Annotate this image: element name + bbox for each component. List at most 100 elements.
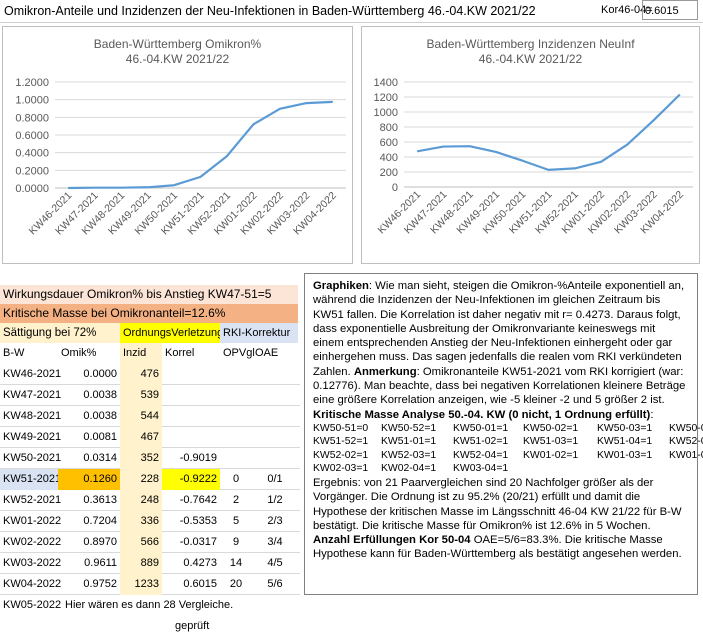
opvgl-cell[interactable] [220,427,252,448]
kw-cell[interactable]: KW49-2021 [0,427,58,448]
table-header-5[interactable]: OAE [252,343,298,364]
oae-cell[interactable] [252,406,298,427]
opvgl-cell[interactable]: 2 [220,490,252,511]
oae-cell[interactable] [252,427,298,448]
kw-cell[interactable]: KW47-2021 [0,385,58,406]
korrel-cell[interactable]: -0.7642 [162,490,220,511]
korrel-cell[interactable] [162,406,220,427]
kw-cell[interactable]: KW48-2021 [0,406,58,427]
omik-cell[interactable]: 0.0314 [58,448,120,469]
korrel-cell[interactable]: 0.4273 [162,553,220,574]
oae-cell[interactable]: 5/6 [252,574,298,595]
oae-cell[interactable] [252,385,298,406]
comment-textbox[interactable]: Graphiken: Wie man sieht, steigen die Om… [304,273,698,595]
kritische-masse-cell: Kritische Masse bei Omikronanteil=12.6% [0,304,298,323]
table-header-1[interactable]: Omik% [58,343,120,364]
table-header-3[interactable]: Korrel [162,343,220,364]
korrel-cell[interactable] [162,364,220,385]
kw-cell[interactable]: KW01-2022 [0,511,58,532]
korrel-cell[interactable] [162,427,220,448]
korrel-cell[interactable]: -0.5353 [162,511,220,532]
y-tick-label: 0.4000 [15,148,49,160]
inzid-cell[interactable]: 228 [120,469,162,490]
inzidenz-chart[interactable]: Baden-Württemberg Inzidenzen NeuInf 46.-… [361,26,700,264]
opvgl-cell[interactable]: 9 [220,532,252,553]
kw-pair: KW50-04=1 [669,422,703,436]
korrel-cell[interactable]: -0.0317 [162,532,220,553]
omik-cell[interactable]: 0.7204 [58,511,120,532]
kw-pair: KW50-01=1 [453,422,523,436]
opvgl-cell[interactable]: 5 [220,511,252,532]
kw-pair: KW50-52=1 [381,422,453,436]
oae-cell[interactable]: 1/2 [252,490,298,511]
opvgl-cell[interactable]: 14 [220,553,252,574]
opvgl-cell[interactable]: 0 [220,469,252,490]
inzid-cell[interactable]: 248 [120,490,162,511]
kw-cell[interactable]: KW52-2021 [0,490,58,511]
omik-cell[interactable]: 0.1260 [58,469,120,490]
kw-cell[interactable]: KW50-2021 [0,448,58,469]
kw-pair: KW52-03=1 [381,449,453,463]
opvgl-cell[interactable] [220,385,252,406]
table-geprueft-row: geprüft [0,616,300,637]
kw-cell[interactable]: KW04-2022 [0,574,58,595]
ergebnis-text: Ergebnis: von 21 Paarvergleichen sind 20… [313,476,689,533]
kw05-cell[interactable]: KW05-2022 [0,595,58,616]
graphiken-text: : Wie man sieht, steigen die Omikron-%An… [313,280,684,378]
inzid-cell[interactable]: 1233 [120,574,162,595]
series-line [417,95,680,170]
inzid-cell[interactable]: 352 [120,448,162,469]
opvgl-cell[interactable]: 20 [220,574,252,595]
inzid-cell[interactable]: 336 [120,511,162,532]
inzid-cell[interactable]: 566 [120,532,162,553]
inzid-cell[interactable]: 467 [120,427,162,448]
kritische-analyse-heading: Kritische Masse Analyse 50.-04. KW (0 ni… [313,409,650,421]
inzid-cell[interactable]: 539 [120,385,162,406]
omik-cell[interactable]: 0.0081 [58,427,120,448]
table-header-4[interactable]: OPVgl [220,343,252,364]
opvgl-cell[interactable] [220,364,252,385]
opvgl-cell[interactable] [220,406,252,427]
y-tick-label: 1.2000 [15,77,49,89]
korrel-cell[interactable]: 0.6015 [162,574,220,595]
omik-cell[interactable]: 0.0000 [58,364,120,385]
omik-cell[interactable]: 0.0038 [58,385,120,406]
table-header-2[interactable]: Inzid [120,343,162,364]
kw-cell[interactable]: KW03-2022 [0,553,58,574]
inzid-cell[interactable]: 889 [120,553,162,574]
korrel-cell[interactable]: -0.9222 [162,469,220,490]
kw-cell[interactable]: KW46-2021 [0,364,58,385]
kor-value-cell[interactable]: 0.6015 [642,0,698,20]
omik-cell[interactable]: 0.9752 [58,574,120,595]
table-header-0[interactable]: B-W [0,343,58,364]
kw-pair: KW51-02=1 [453,435,523,449]
kw-cell[interactable]: KW02-2022 [0,532,58,553]
oae-cell[interactable] [252,448,298,469]
oae-cell[interactable] [252,364,298,385]
y-tick-label: 1000 [374,107,398,119]
korrel-cell[interactable]: -0.9019 [162,448,220,469]
oae-cell[interactable]: 2/3 [252,511,298,532]
omik-cell[interactable]: 0.0038 [58,406,120,427]
omikron-chart[interactable]: Baden-Württemberg Omikron% 46.-04.KW 202… [2,26,353,264]
inzid-cell[interactable]: 476 [120,364,162,385]
korrel-cell[interactable] [162,385,220,406]
oae-cell[interactable]: 0/1 [252,469,298,490]
oae-cell[interactable]: 3/4 [252,532,298,553]
omik-cell[interactable]: 0.9611 [58,553,120,574]
kw-pair [669,462,703,476]
kw-cell[interactable]: KW51-2021 [0,469,58,490]
omik-cell[interactable]: 0.8970 [58,532,120,553]
inzid-cell[interactable]: 544 [120,406,162,427]
kw-pair: KW51-01=1 [381,435,453,449]
oae-cell[interactable]: 4/5 [252,553,298,574]
opvgl-cell[interactable] [220,448,252,469]
omik-cell[interactable]: 0.3613 [58,490,120,511]
kw-pair: KW50-51=0 [313,422,381,436]
